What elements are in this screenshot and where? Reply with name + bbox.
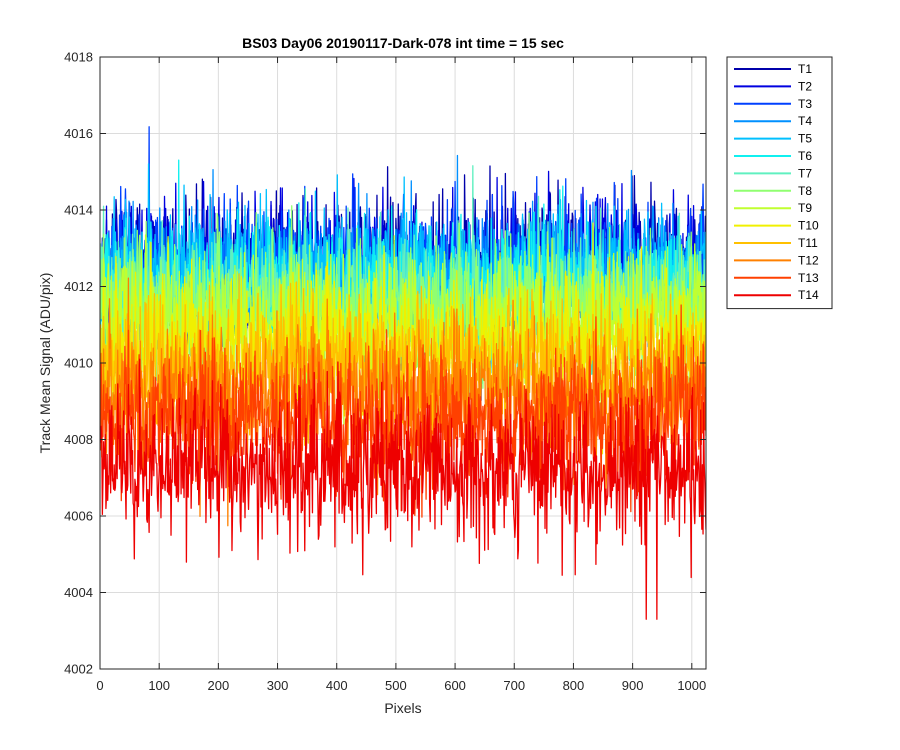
x-tick-label: 0 [96,678,103,693]
legend-label-t8: T8 [798,184,812,198]
x-axis: 0 100 200 300 400 500 600 700 800 900 1000 [96,57,706,693]
legend-label-t9: T9 [798,201,812,215]
legend: T1 T2 T3 T4 T5 T6 T7 T8 T9 T10 T11 T12 T13 T14 [726,56,833,310]
x-tick-label: 500 [385,678,407,693]
x-tick-label: 400 [326,678,348,693]
legend-label-t13: T13 [798,271,819,285]
series-line-t13 [100,304,706,518]
y-tick-label: 4002 [64,662,93,677]
y-tick-label: 4006 [64,509,93,524]
x-tick-label: 700 [503,678,525,693]
y-tick-label: 4010 [64,356,93,371]
series-group [100,126,706,620]
legend-label-t7: T7 [798,166,812,180]
legend-label-t2: T2 [798,79,812,93]
x-tick-label: 300 [267,678,289,693]
x-tick-label: 800 [563,678,585,693]
legend-label-t14: T14 [798,288,819,302]
y-tick-label: 4016 [64,126,93,141]
legend-label-t10: T10 [798,219,819,233]
x-tick-label: 600 [444,678,466,693]
x-axis-label: Pixels [384,700,421,716]
x-tick-label: 100 [148,678,170,693]
x-tick-label: 200 [208,678,230,693]
y-axis: 4002 4004 4006 4008 4010 4012 4014 4016 4018 [64,50,706,677]
legend-label-t5: T5 [798,132,812,146]
y-tick-label: 4008 [64,432,93,447]
series-line-t14 [100,358,706,620]
series-line-t11 [100,256,706,468]
x-tick-label: 900 [622,678,644,693]
chart-title: BS03 Day06 20190117-Dark-078 int time = … [242,35,564,51]
legend-label-t12: T12 [798,253,819,267]
legend-label-t4: T4 [798,114,812,128]
legend-label-t3: T3 [798,97,812,111]
legend-box [726,56,833,310]
y-tick-label: 4004 [64,585,93,600]
x-tick-label: 1000 [677,678,706,693]
legend-label-t6: T6 [798,149,812,163]
y-tick-label: 4012 [64,279,93,294]
y-tick-label: 4018 [64,50,93,65]
y-tick-label: 4014 [64,203,93,218]
legend-label-t11: T11 [798,236,818,250]
y-axis-label: Track Mean Signal (ADU/pix) [37,273,53,454]
legend-label-t1: T1 [798,62,812,76]
